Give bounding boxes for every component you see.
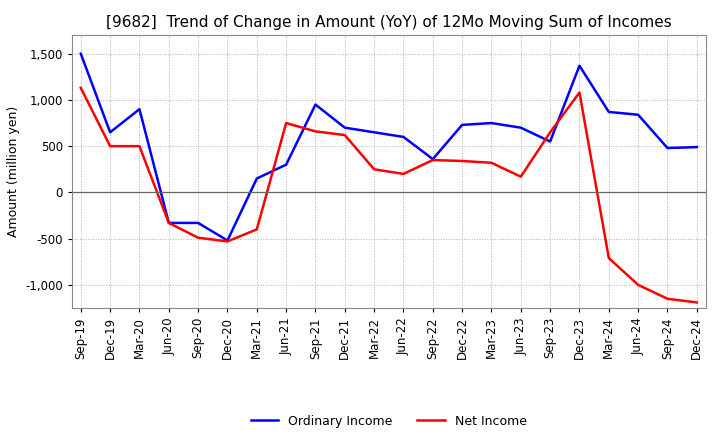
Ordinary Income	[428, 157, 437, 162]
Line: Ordinary Income: Ordinary Income	[81, 54, 697, 241]
Net Income	[693, 300, 701, 305]
Net Income	[458, 158, 467, 164]
Ordinary Income	[399, 134, 408, 139]
Net Income	[399, 171, 408, 176]
Net Income	[253, 227, 261, 232]
Ordinary Income	[634, 112, 642, 117]
Ordinary Income	[575, 63, 584, 68]
Net Income	[76, 85, 85, 91]
Ordinary Income	[76, 51, 85, 56]
Ordinary Income	[487, 121, 496, 126]
Net Income	[516, 174, 525, 180]
Net Income	[223, 239, 232, 244]
Net Income	[575, 90, 584, 95]
Ordinary Income	[663, 145, 672, 150]
Ordinary Income	[693, 144, 701, 150]
Net Income	[546, 130, 554, 135]
Title: [9682]  Trend of Change in Amount (YoY) of 12Mo Moving Sum of Incomes: [9682] Trend of Change in Amount (YoY) o…	[106, 15, 672, 30]
Net Income	[605, 256, 613, 261]
Ordinary Income	[311, 102, 320, 107]
Net Income	[341, 132, 349, 138]
Net Income	[164, 220, 173, 226]
Net Income	[487, 160, 496, 165]
Ordinary Income	[341, 125, 349, 130]
Legend: Ordinary Income, Net Income: Ordinary Income, Net Income	[246, 410, 532, 433]
Line: Net Income: Net Income	[81, 88, 697, 302]
Ordinary Income	[164, 220, 173, 226]
Net Income	[634, 282, 642, 287]
Ordinary Income	[194, 220, 202, 226]
Net Income	[106, 143, 114, 149]
Net Income	[663, 296, 672, 301]
Net Income	[135, 143, 144, 149]
Ordinary Income	[106, 130, 114, 135]
Net Income	[428, 158, 437, 163]
Ordinary Income	[546, 139, 554, 144]
Net Income	[282, 121, 290, 126]
Ordinary Income	[135, 106, 144, 112]
Net Income	[311, 129, 320, 134]
Y-axis label: Amount (million yen): Amount (million yen)	[6, 106, 19, 237]
Ordinary Income	[516, 125, 525, 130]
Ordinary Income	[223, 238, 232, 243]
Ordinary Income	[370, 130, 379, 135]
Ordinary Income	[605, 109, 613, 114]
Ordinary Income	[282, 162, 290, 167]
Net Income	[370, 167, 379, 172]
Ordinary Income	[458, 122, 467, 128]
Ordinary Income	[253, 176, 261, 181]
Net Income	[194, 235, 202, 240]
